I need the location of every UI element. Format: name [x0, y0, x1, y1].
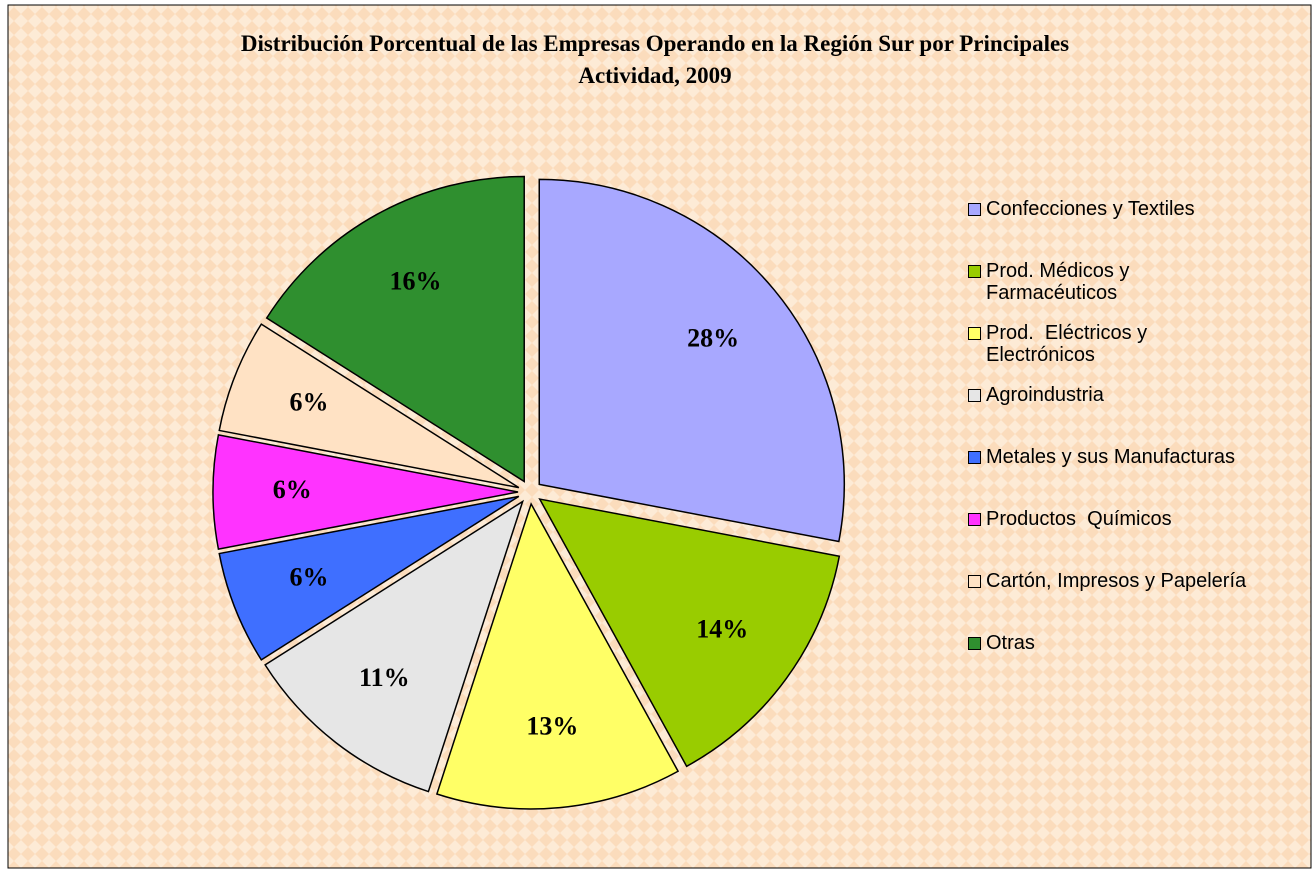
pie-slice — [264, 499, 525, 793]
legend-swatch — [968, 451, 981, 464]
data-label: 28% — [687, 323, 739, 352]
data-label: 14% — [696, 615, 748, 644]
legend-label: Productos Químicos — [986, 508, 1172, 530]
legend-item: Otras — [968, 632, 1308, 694]
legend-item: Agroindustria — [968, 384, 1308, 446]
legend-item: Cartón, Impresos y Papelería — [968, 570, 1308, 632]
legend-item: Productos Químicos — [968, 508, 1308, 570]
pie-slice — [218, 323, 520, 489]
pie-slice — [538, 178, 845, 543]
pie-slice — [538, 498, 841, 768]
data-label: 6% — [289, 387, 328, 416]
legend-item: Prod. Eléctricos y Electrónicos — [968, 322, 1308, 384]
chart-title: Distribución Porcentual de las Empresas … — [240, 31, 1070, 88]
legend-swatch — [968, 265, 981, 278]
pie-slice — [218, 495, 520, 661]
legend-item: Confecciones y Textiles — [968, 198, 1308, 260]
pie: 28% 14% 13% 11% 6% 6% 6% 16% — [212, 175, 845, 810]
pie-slice — [435, 502, 680, 810]
legend: Confecciones y Textiles Prod. Médicos y F… — [968, 198, 1308, 694]
legend-swatch — [968, 637, 981, 650]
legend-swatch — [968, 575, 981, 588]
legend-swatch — [968, 327, 981, 340]
legend-label: Prod. Eléctricos y Electrónicos — [986, 322, 1153, 366]
legend-label: Cartón, Impresos y Papelería — [986, 570, 1247, 592]
pie-slice — [265, 175, 525, 483]
data-label: 11% — [359, 663, 410, 692]
legend-swatch — [968, 513, 981, 526]
data-label: 16% — [389, 267, 441, 296]
legend-label: Otras — [986, 632, 1035, 654]
legend-swatch — [968, 389, 981, 402]
legend-label: Agroindustria — [986, 384, 1104, 406]
legend-item: Prod. Médicos y Farmacéuticos — [968, 260, 1308, 322]
data-label: 13% — [526, 712, 578, 741]
legend-label: Metales y sus Manufacturas — [986, 446, 1235, 468]
legend-label: Confecciones y Textiles — [986, 198, 1195, 220]
data-label: 6% — [273, 475, 312, 504]
legend-swatch — [968, 203, 981, 216]
legend-item: Metales y sus Manufacturas — [968, 446, 1308, 508]
legend-label: Prod. Médicos y Farmacéuticos — [986, 260, 1135, 304]
data-label: 6% — [289, 562, 328, 591]
pie-slice — [212, 433, 519, 551]
